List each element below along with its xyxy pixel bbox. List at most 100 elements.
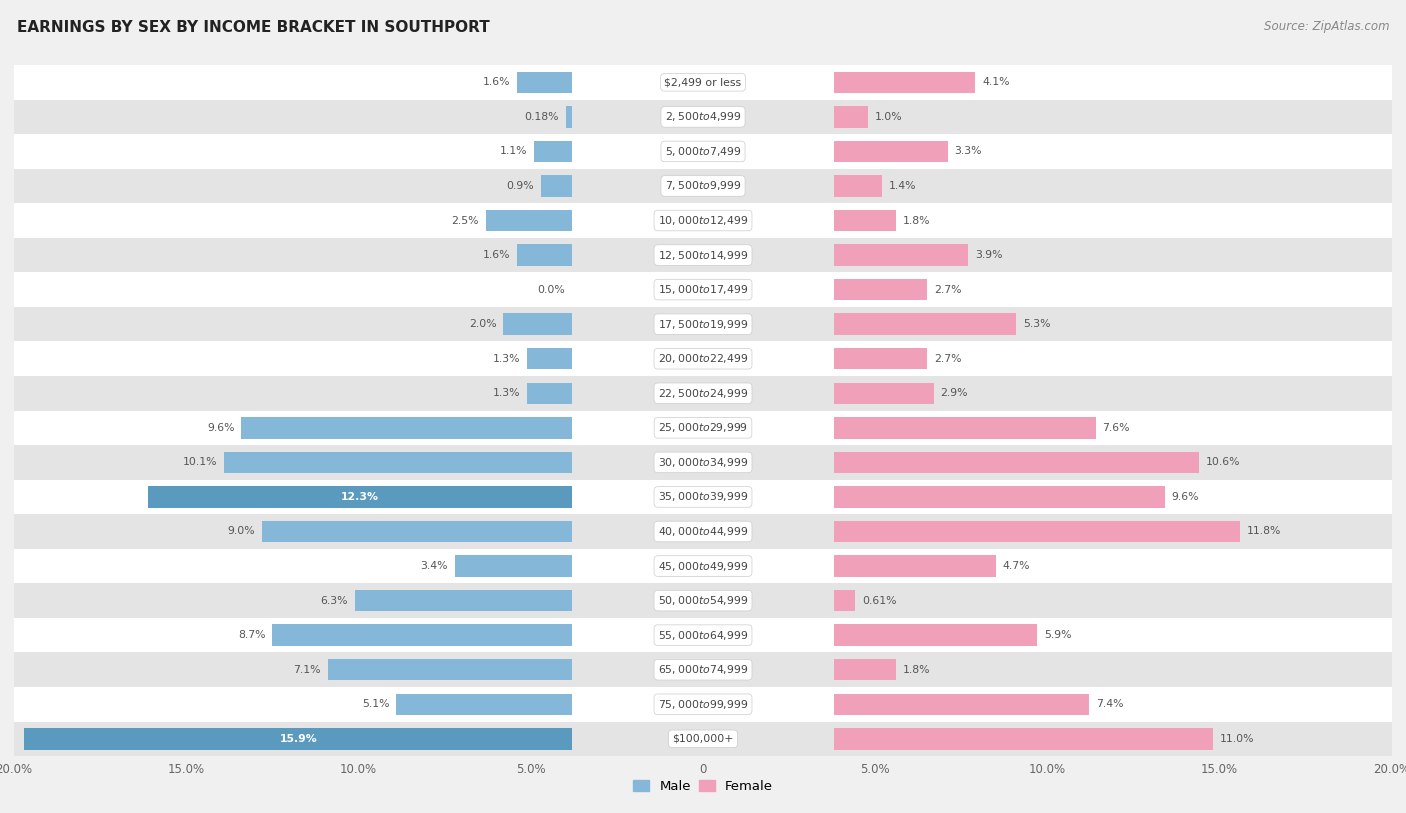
- Bar: [503, 314, 572, 335]
- Text: $55,000 to $64,999: $55,000 to $64,999: [658, 628, 748, 641]
- Bar: [14, 652, 1392, 687]
- Bar: [149, 486, 572, 507]
- Text: 2.0%: 2.0%: [468, 320, 496, 329]
- Bar: [262, 521, 572, 542]
- Bar: [14, 687, 1392, 722]
- Text: 3.3%: 3.3%: [955, 146, 981, 156]
- Bar: [456, 555, 572, 576]
- Bar: [14, 376, 1392, 411]
- Bar: [14, 584, 1392, 618]
- Bar: [14, 480, 1392, 515]
- Text: $2,499 or less: $2,499 or less: [665, 77, 741, 87]
- Bar: [14, 341, 1392, 376]
- Bar: [396, 693, 572, 715]
- Bar: [14, 237, 1392, 272]
- Bar: [356, 590, 572, 611]
- Bar: [834, 348, 927, 369]
- Text: 0.18%: 0.18%: [524, 112, 560, 122]
- Bar: [834, 245, 969, 266]
- Text: 10.6%: 10.6%: [1206, 458, 1240, 467]
- Legend: Male, Female: Male, Female: [627, 774, 779, 798]
- Text: $75,000 to $99,999: $75,000 to $99,999: [658, 698, 748, 711]
- Bar: [14, 618, 1392, 652]
- Bar: [242, 417, 572, 438]
- Text: 0.0%: 0.0%: [537, 285, 565, 294]
- Bar: [527, 383, 572, 404]
- Bar: [834, 555, 995, 576]
- Text: $20,000 to $22,499: $20,000 to $22,499: [658, 352, 748, 365]
- Text: $2,500 to $4,999: $2,500 to $4,999: [665, 111, 741, 124]
- Text: $100,000+: $100,000+: [672, 734, 734, 744]
- Text: 8.7%: 8.7%: [238, 630, 266, 640]
- Bar: [14, 272, 1392, 307]
- Text: 2.5%: 2.5%: [451, 215, 479, 225]
- Bar: [14, 169, 1392, 203]
- Bar: [14, 307, 1392, 341]
- Text: 5.3%: 5.3%: [1024, 320, 1050, 329]
- Text: $15,000 to $17,499: $15,000 to $17,499: [658, 283, 748, 296]
- Text: 1.4%: 1.4%: [889, 181, 917, 191]
- Text: 5.1%: 5.1%: [361, 699, 389, 709]
- Bar: [14, 203, 1392, 237]
- Bar: [834, 728, 1213, 750]
- Text: 0.61%: 0.61%: [862, 596, 896, 606]
- Text: 1.3%: 1.3%: [494, 354, 520, 363]
- Bar: [14, 549, 1392, 584]
- Text: 9.0%: 9.0%: [228, 527, 256, 537]
- Text: $25,000 to $29,999: $25,000 to $29,999: [658, 421, 748, 434]
- Text: 1.6%: 1.6%: [482, 77, 510, 87]
- Text: 7.4%: 7.4%: [1095, 699, 1123, 709]
- Bar: [273, 624, 572, 646]
- Bar: [834, 659, 896, 680]
- Bar: [14, 411, 1392, 446]
- Bar: [14, 65, 1392, 99]
- Text: 0.9%: 0.9%: [506, 181, 534, 191]
- Bar: [834, 383, 934, 404]
- Bar: [517, 72, 572, 93]
- Text: $45,000 to $49,999: $45,000 to $49,999: [658, 559, 748, 572]
- Text: $10,000 to $12,499: $10,000 to $12,499: [658, 214, 748, 227]
- Bar: [834, 521, 1240, 542]
- Bar: [24, 728, 572, 750]
- Text: 1.6%: 1.6%: [482, 250, 510, 260]
- Text: 15.9%: 15.9%: [280, 734, 318, 744]
- Text: 7.6%: 7.6%: [1102, 423, 1130, 433]
- Bar: [834, 417, 1095, 438]
- Text: 9.6%: 9.6%: [1171, 492, 1199, 502]
- Text: 7.1%: 7.1%: [292, 665, 321, 675]
- Bar: [834, 452, 1199, 473]
- Text: 9.6%: 9.6%: [207, 423, 235, 433]
- Bar: [14, 515, 1392, 549]
- Text: $7,500 to $9,999: $7,500 to $9,999: [665, 180, 741, 193]
- Text: 3.9%: 3.9%: [976, 250, 1002, 260]
- Text: 6.3%: 6.3%: [321, 596, 349, 606]
- Bar: [834, 624, 1038, 646]
- Bar: [527, 348, 572, 369]
- Bar: [834, 210, 896, 231]
- Text: 2.9%: 2.9%: [941, 389, 969, 398]
- Text: $40,000 to $44,999: $40,000 to $44,999: [658, 525, 748, 538]
- Text: $5,000 to $7,499: $5,000 to $7,499: [665, 145, 741, 158]
- Bar: [224, 452, 572, 473]
- Text: 1.3%: 1.3%: [494, 389, 520, 398]
- Bar: [14, 99, 1392, 134]
- Bar: [486, 210, 572, 231]
- Text: 4.7%: 4.7%: [1002, 561, 1031, 571]
- Bar: [834, 72, 976, 93]
- Text: 1.0%: 1.0%: [875, 112, 903, 122]
- Text: $17,500 to $19,999: $17,500 to $19,999: [658, 318, 748, 331]
- Bar: [834, 590, 855, 611]
- Text: 11.0%: 11.0%: [1219, 734, 1254, 744]
- Bar: [517, 245, 572, 266]
- Text: 11.8%: 11.8%: [1247, 527, 1282, 537]
- Text: $50,000 to $54,999: $50,000 to $54,999: [658, 594, 748, 607]
- Bar: [834, 141, 948, 162]
- Text: Source: ZipAtlas.com: Source: ZipAtlas.com: [1264, 20, 1389, 33]
- Bar: [834, 693, 1088, 715]
- Bar: [534, 141, 572, 162]
- Text: EARNINGS BY SEX BY INCOME BRACKET IN SOUTHPORT: EARNINGS BY SEX BY INCOME BRACKET IN SOU…: [17, 20, 489, 35]
- Bar: [834, 314, 1017, 335]
- Text: 10.1%: 10.1%: [183, 458, 218, 467]
- Text: $65,000 to $74,999: $65,000 to $74,999: [658, 663, 748, 676]
- Bar: [14, 134, 1392, 169]
